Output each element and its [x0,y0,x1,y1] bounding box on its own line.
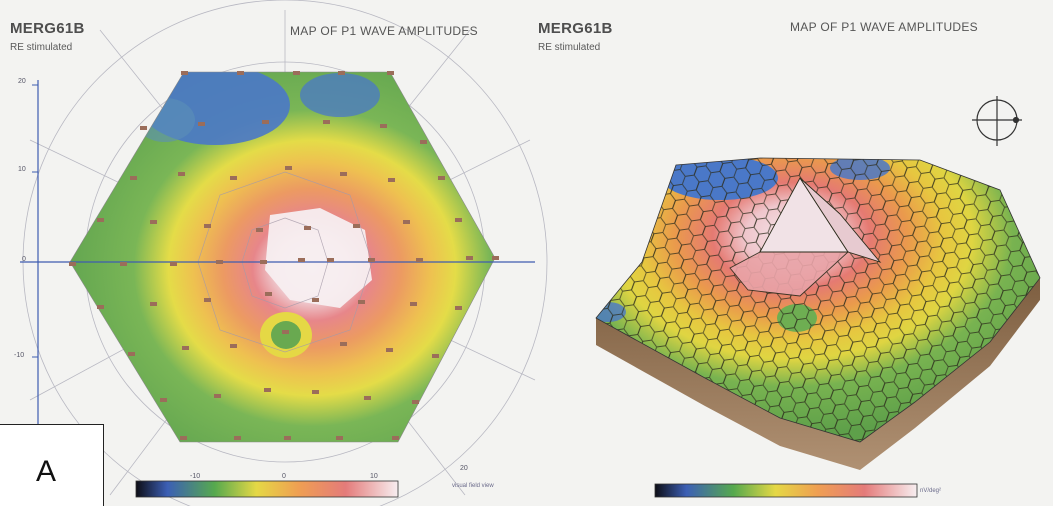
y-tick-minus10: -10 [14,352,25,359]
x-tick-0: 0 [282,473,286,480]
subject-id-left: MERG61B [10,20,85,37]
color-scale-left [135,480,399,498]
x-tick-10: 10 [370,473,378,480]
x-tick-minus10: -10 [190,473,201,480]
subject-id-right: MERG61B [538,20,613,37]
x-tick-20: 20 [460,465,468,472]
panel-label-box: A [0,424,104,506]
axes-left [20,80,535,480]
panel-label: A [36,455,57,488]
y-tick-10: 10 [18,166,26,173]
axis-caption-left: visual field view [452,483,494,489]
scale-unit-right: nV/deg² [920,488,942,494]
axis-ticks-left [32,84,38,358]
terrain-3d-right [595,157,1041,470]
sector-lines-left [197,171,373,353]
stim-note-left: RE stimulated [10,42,73,53]
sample-markers-left [69,71,499,440]
color-scale-right [654,483,918,498]
title-right: MAP OF P1 WAVE AMPLITUDES [790,20,978,34]
stim-note-right: RE stimulated [538,42,601,53]
y-tick-20: 20 [18,78,26,85]
amplitude-heatmap-left [70,72,495,442]
title-left: MAP OF P1 WAVE AMPLITUDES [290,24,478,38]
crosshair-icon [972,96,1022,146]
y-tick-0: 0 [22,256,26,263]
